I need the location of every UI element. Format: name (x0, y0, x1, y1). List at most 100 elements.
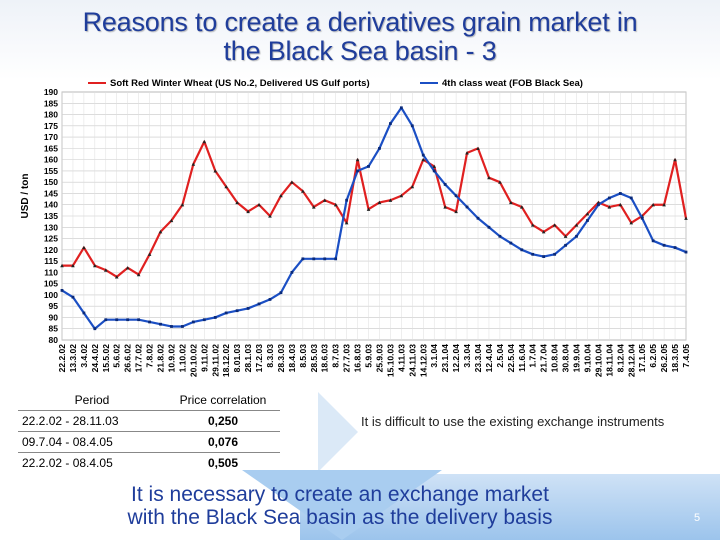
series-2-point (564, 243, 567, 247)
series-2-point (421, 153, 425, 157)
series-2-point (213, 316, 217, 319)
x-tick-label: 6.2.05 (648, 344, 658, 368)
series-1-point (103, 268, 108, 272)
series-2-point (454, 194, 458, 198)
series-2-point (520, 248, 524, 252)
x-tick-label: 17.1.05 (637, 344, 647, 373)
series-2-point (367, 165, 370, 168)
series-line-1 (62, 140, 688, 278)
series-2-point (673, 246, 677, 249)
x-tick-label: 10.9.02 (166, 344, 176, 373)
x-tick-label: 26.2.05 (659, 344, 669, 373)
series-2-point (597, 203, 600, 207)
x-tick-label: 13.3.02 (68, 344, 78, 373)
right-arrow-shape (318, 392, 358, 472)
series-2-point (71, 295, 75, 299)
x-tick-label: 15.5.02 (101, 344, 111, 373)
y-tick-label: 160 (44, 155, 58, 165)
series-2-point (191, 320, 195, 324)
x-tick-label: 18.3.05 (670, 344, 680, 373)
y-tick-label: 175 (44, 121, 58, 131)
series-1-point (487, 175, 491, 180)
series-2-point (148, 320, 151, 324)
x-tick-label: 1.7.04 (528, 344, 538, 368)
series-1-point (268, 214, 272, 218)
x-tick-label: 8.01.03 (232, 344, 242, 373)
y-tick-label: 140 (44, 200, 58, 210)
header-correlation: Price correlation (179, 393, 267, 407)
series-1-point (541, 229, 546, 234)
series-1-point (71, 263, 75, 268)
y-tick-label: 95 (49, 301, 59, 311)
conclusion-line-2: with the Black Sea basin as the delivery… (127, 506, 553, 529)
series-2-point (618, 192, 622, 195)
series-2-point (356, 169, 359, 173)
x-tick-label: 28.1.03 (243, 344, 253, 373)
series-1-point (629, 220, 634, 225)
x-tick-label: 14.12.03 (418, 344, 428, 377)
y-tick-label: 80 (49, 335, 59, 345)
conclusion-text: It is necessary to create an exchange ma… (60, 483, 620, 529)
y-tick-label: 85 (49, 324, 59, 334)
series-1-point (257, 202, 261, 207)
note-text: It is difficult to use the existing exch… (361, 414, 665, 429)
y-tick-label: 100 (44, 290, 58, 300)
cell-period: 09.7.04 - 08.4.05 (18, 431, 166, 453)
legend-label: Soft Red Winter Wheat (US No.2, Delivere… (110, 78, 370, 89)
series-2-point (684, 250, 688, 254)
series-1-point (684, 216, 688, 220)
x-tick-label: 7.8.02 (145, 344, 155, 368)
x-tick-label: 22.5.04 (506, 344, 516, 373)
header-period: Period (74, 393, 110, 407)
series-2-point (93, 327, 97, 331)
series-1-point (169, 218, 174, 223)
series-2-point (137, 318, 141, 322)
x-tick-label: 2.5.04 (495, 344, 505, 368)
series-1-point (377, 200, 382, 205)
x-tick-label: 24.4.02 (90, 344, 100, 373)
series-2-point (235, 309, 239, 313)
series-2-point (202, 318, 206, 322)
x-tick-label: 30.8.04 (561, 344, 571, 373)
series-1-point (366, 207, 371, 211)
y-tick-label: 130 (44, 222, 58, 232)
series-2-point (662, 243, 666, 247)
series-1-point (476, 146, 480, 150)
series-1-point (290, 180, 294, 184)
x-tick-label: 17.2.03 (254, 344, 264, 373)
title-line-2: the Black Sea basin - 3 (223, 36, 497, 66)
series-1-point (224, 184, 229, 189)
x-tick-label: 20.10.02 (188, 344, 198, 377)
series-1-point (574, 223, 579, 227)
series-2-point (334, 257, 338, 261)
series-2-point (432, 169, 436, 173)
header-background (0, 0, 720, 80)
series-2-point (257, 302, 261, 306)
series-1-point (585, 211, 590, 216)
y-tick-label: 185 (44, 98, 58, 108)
series-1-point (136, 272, 141, 277)
y-tick-label: 180 (44, 110, 58, 120)
x-tick-label: 8.5.03 (298, 344, 308, 368)
series-2-point (170, 325, 173, 328)
cell-correlation: 0,505 (166, 452, 280, 473)
x-tick-label: 15.10.03 (385, 344, 395, 377)
x-tick-label: 1.10.02 (177, 344, 187, 373)
series-line-2 (61, 106, 687, 330)
series-1-point (530, 223, 535, 227)
series-1-point (301, 189, 305, 193)
x-tick-label: 29.11.02 (210, 344, 220, 377)
x-tick-label: 7.4.05 (681, 344, 691, 368)
x-tick-label: 16.8.03 (353, 344, 363, 373)
series-1-point (563, 234, 568, 238)
x-tick-label: 8.12.04 (615, 344, 625, 373)
series-2-point (378, 146, 381, 150)
series-2-point (104, 318, 108, 322)
chart-svg: 8085909510010511011512012513013514014515… (20, 78, 691, 377)
x-tick-label: 21.7.04 (539, 344, 549, 373)
series-2-point (159, 322, 162, 326)
y-tick-label: 135 (44, 211, 58, 221)
x-tick-label: 12.2.04 (451, 344, 461, 373)
series-1-point (180, 202, 185, 207)
